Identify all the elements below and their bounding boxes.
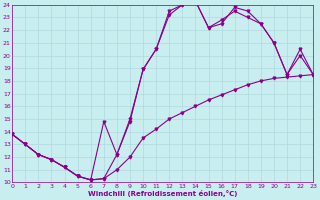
X-axis label: Windchill (Refroidissement éolien,°C): Windchill (Refroidissement éolien,°C) [88,190,237,197]
